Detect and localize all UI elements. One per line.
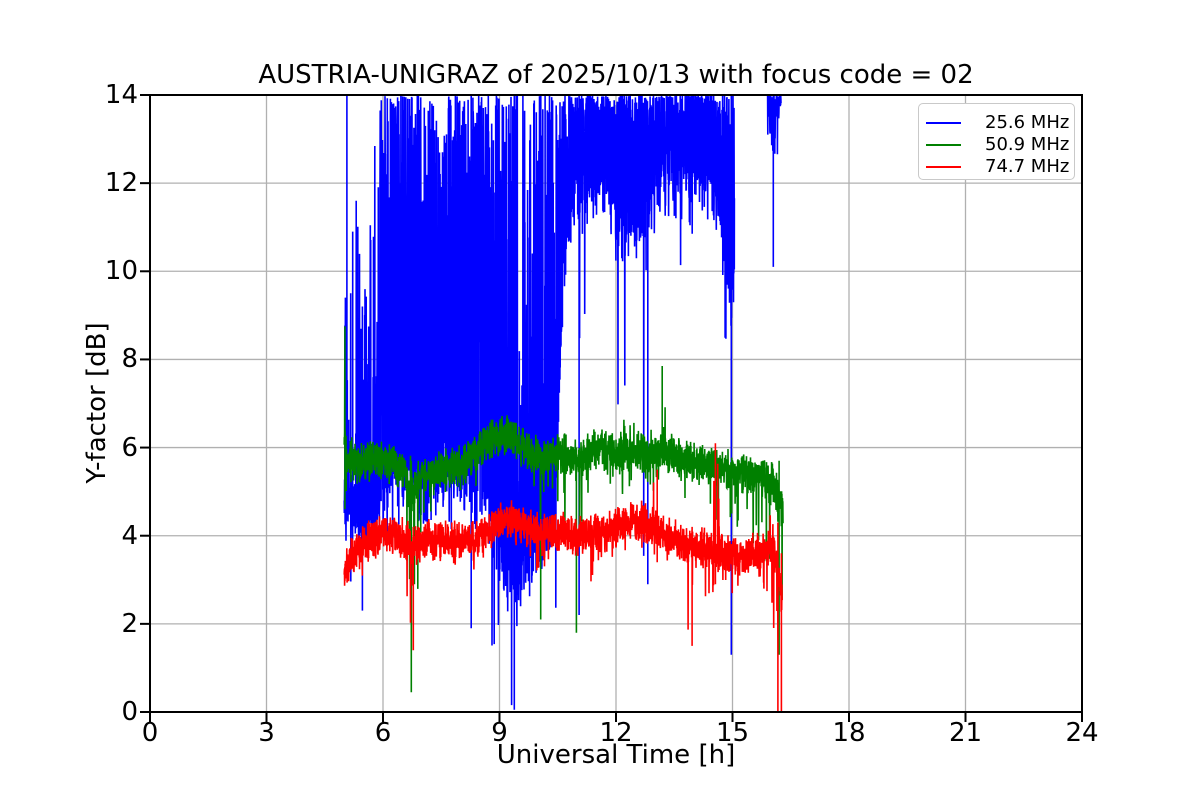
y-tick-label: 4 (121, 520, 138, 551)
legend-line-swatch (926, 121, 961, 125)
legend-item: 25.6 MHz (919, 112, 1074, 134)
y-tick-label: 0 (121, 697, 138, 727)
legend-label: 74.7 MHz (985, 156, 1070, 177)
x-tick-label: 18 (832, 718, 866, 748)
legend: 25.6 MHz 50.9 MHz 74.7 MHz (918, 103, 1075, 180)
x-tick-label: 21 (948, 718, 983, 748)
y-tick-label: 14 (104, 80, 138, 110)
x-tick-label: 24 (1065, 718, 1099, 748)
x-axis-label: Universal Time [h] (496, 740, 736, 770)
tick-marks (140, 94, 1083, 722)
x-tick-label: 0 (141, 718, 159, 748)
x-tick-label: 3 (258, 718, 275, 748)
legend-line-swatch (926, 165, 961, 169)
x-tick-label: 6 (374, 718, 392, 748)
chart-title: AUSTRIA-UNIGRAZ of 2025/10/13 with focus… (258, 60, 974, 90)
y-tick-label: 2 (121, 608, 138, 639)
series-74.7-mhz (343, 443, 783, 712)
y-tick-label: 6 (121, 432, 138, 463)
legend-label: 50.9 MHz (985, 134, 1070, 155)
x-tick-label: 9 (491, 718, 508, 748)
legend-label: 25.6 MHz (985, 112, 1070, 133)
x-tick-label: 15 (715, 718, 750, 748)
legend-item: 74.7 MHz (919, 156, 1074, 178)
data-series (343, 95, 784, 712)
y-tick-label: 8 (121, 344, 138, 375)
y-tick-label: 12 (104, 168, 138, 199)
legend-item: 50.9 MHz (919, 134, 1074, 156)
x-tick-label: 12 (599, 718, 633, 748)
y-tick-label: 10 (104, 256, 138, 287)
legend-line-swatch (926, 143, 961, 147)
